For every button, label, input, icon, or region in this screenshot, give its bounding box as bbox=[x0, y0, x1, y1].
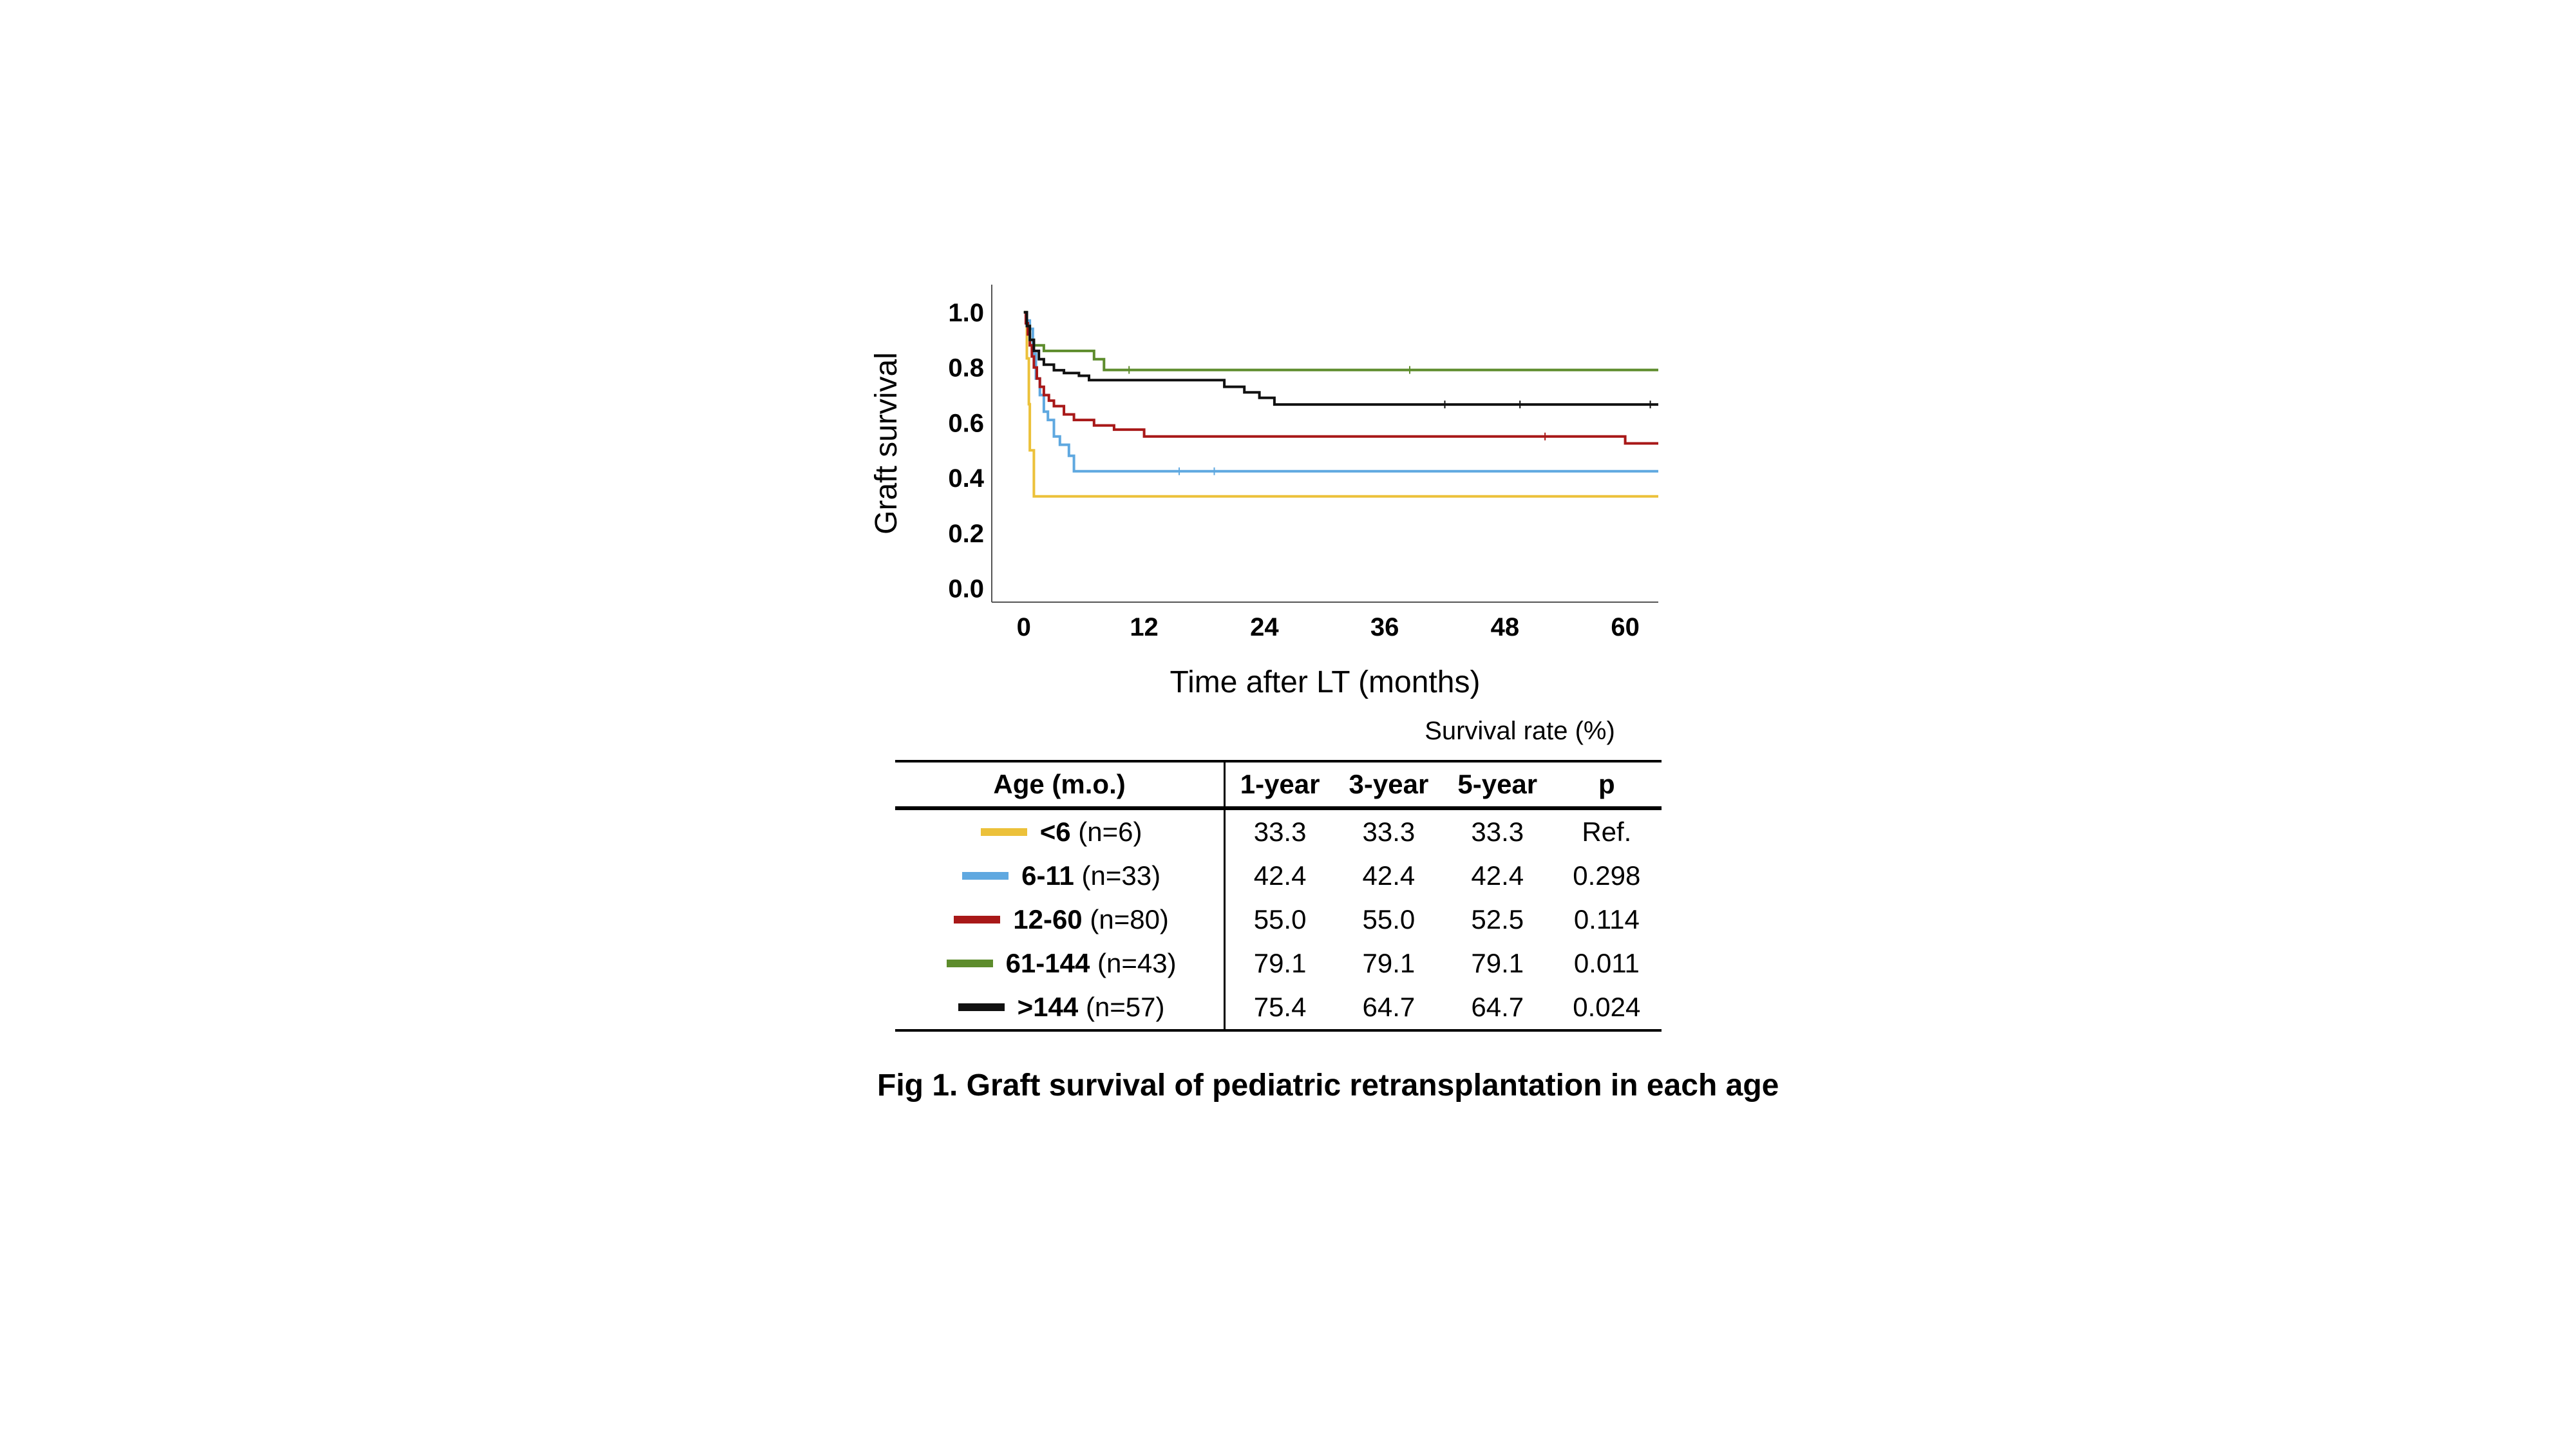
survival-rate-caption: Survival rate (%) bbox=[1425, 717, 1615, 745]
one-year-rate: 33.3 bbox=[1253, 817, 1307, 847]
table-row: 61-144 (n=43) 79.1 79.1 79.1 0.011 bbox=[895, 942, 1662, 985]
legend-swatch bbox=[946, 959, 993, 967]
x-tick-label: 12 bbox=[1130, 613, 1159, 641]
y-tick-label: 0.8 bbox=[948, 354, 984, 383]
age-group-label: 61-144 bbox=[1005, 948, 1090, 978]
five-year-rate: 64.7 bbox=[1471, 992, 1524, 1022]
age-group-cell: <6 (n=6) bbox=[895, 808, 1226, 854]
five-year-rate: 52.5 bbox=[1471, 904, 1524, 934]
age-group-cell: >144 (n=57) bbox=[895, 985, 1226, 1030]
three-year-rate: 33.3 bbox=[1362, 817, 1416, 847]
one-year-rate: 55.0 bbox=[1253, 904, 1307, 934]
table-row: >144 (n=57) 75.4 64.7 64.7 0.024 bbox=[895, 985, 1662, 1030]
header-3-year: 3-year bbox=[1349, 769, 1429, 799]
chart-series bbox=[1023, 310, 1658, 498]
one-year-rate: 75.4 bbox=[1253, 992, 1307, 1022]
age-group-cell: 61-144 (n=43) bbox=[895, 942, 1226, 985]
figure-caption: Fig 1. Graft survival of pediatric retra… bbox=[877, 1068, 1779, 1103]
p-value: 0.024 bbox=[1573, 992, 1641, 1022]
x-tick-label: 24 bbox=[1250, 613, 1279, 641]
age-group-label: <6 bbox=[1039, 817, 1071, 847]
header-1-year: 1-year bbox=[1240, 769, 1320, 799]
survival-curve bbox=[1023, 310, 1658, 372]
age-group-cell: 6-11 (n=33) bbox=[895, 854, 1226, 898]
y-tick-label: 0.4 bbox=[948, 464, 984, 493]
three-year-rate: 42.4 bbox=[1362, 860, 1416, 891]
x-tick-label: 36 bbox=[1370, 613, 1399, 641]
y-tick-label: 0.2 bbox=[948, 520, 984, 548]
five-year-rate: 79.1 bbox=[1471, 948, 1524, 978]
y-tick-label: 1.0 bbox=[948, 299, 984, 327]
x-tick-label: 48 bbox=[1491, 613, 1520, 641]
sample-size: (n=6) bbox=[1078, 817, 1142, 847]
three-year-rate: 64.7 bbox=[1362, 992, 1416, 1022]
y-axis-title: Graft survival bbox=[869, 352, 904, 535]
three-year-rate: 55.0 bbox=[1362, 904, 1416, 934]
survival-curve bbox=[1023, 310, 1658, 445]
chart-axes bbox=[991, 285, 1658, 603]
survival-curve bbox=[1023, 310, 1658, 473]
table-row: <6 (n=6) 33.3 33.3 33.3 Ref. bbox=[895, 808, 1662, 854]
legend-swatch bbox=[954, 915, 1001, 923]
survival-chart: 0 12 24 36 48 60 0.0 0.2 0.4 0.6 0.8 1.0 Time after… bbox=[869, 285, 1658, 699]
p-value: 0.114 bbox=[1573, 904, 1640, 934]
one-year-rate: 79.1 bbox=[1253, 948, 1307, 978]
survival-curve bbox=[1023, 310, 1658, 406]
five-year-rate: 33.3 bbox=[1471, 817, 1524, 847]
one-year-rate: 42.4 bbox=[1253, 860, 1307, 891]
legend-swatch bbox=[962, 871, 1009, 880]
header-age: Age (m.o.) bbox=[895, 761, 1226, 808]
sample-size: (n=43) bbox=[1097, 948, 1177, 978]
p-value: Ref. bbox=[1582, 817, 1632, 847]
age-group-cell: 12-60 (n=80) bbox=[895, 898, 1226, 942]
y-tick-label: 0.6 bbox=[948, 409, 984, 437]
x-tick-label: 0 bbox=[1017, 613, 1031, 641]
chart-ticks: 0 12 24 36 48 60 0.0 0.2 0.4 0.6 0.8 1.0 bbox=[948, 299, 1639, 641]
sample-size: (n=57) bbox=[1085, 992, 1165, 1022]
header-p-value: p bbox=[1598, 769, 1615, 799]
p-value: 0.011 bbox=[1573, 948, 1640, 978]
header-5-year: 5-year bbox=[1457, 769, 1538, 799]
table-header-row: Age (m.o.) 1-year 3-year 5-year p bbox=[895, 761, 1662, 808]
five-year-rate: 42.4 bbox=[1471, 860, 1524, 891]
age-group-label: >144 bbox=[1017, 992, 1079, 1022]
survival-table: Age (m.o.) 1-year 3-year 5-year p <6 (n=… bbox=[895, 760, 1662, 1032]
legend-swatch bbox=[958, 1003, 1005, 1011]
age-group-label: 12-60 bbox=[1013, 904, 1083, 934]
p-value: 0.298 bbox=[1573, 860, 1641, 891]
table-row: 12-60 (n=80) 55.0 55.0 52.5 0.114 bbox=[895, 898, 1662, 942]
age-group-label: 6-11 bbox=[1021, 860, 1074, 891]
three-year-rate: 79.1 bbox=[1362, 948, 1416, 978]
x-tick-label: 60 bbox=[1611, 613, 1640, 641]
y-tick-label: 0.0 bbox=[948, 575, 984, 603]
legend-swatch bbox=[980, 828, 1027, 836]
table-row: 6-11 (n=33) 42.4 42.4 42.4 0.298 bbox=[895, 854, 1662, 898]
sample-size: (n=80) bbox=[1090, 904, 1169, 934]
x-axis-title: Time after LT (months) bbox=[1170, 665, 1481, 699]
sample-size: (n=33) bbox=[1081, 860, 1161, 891]
